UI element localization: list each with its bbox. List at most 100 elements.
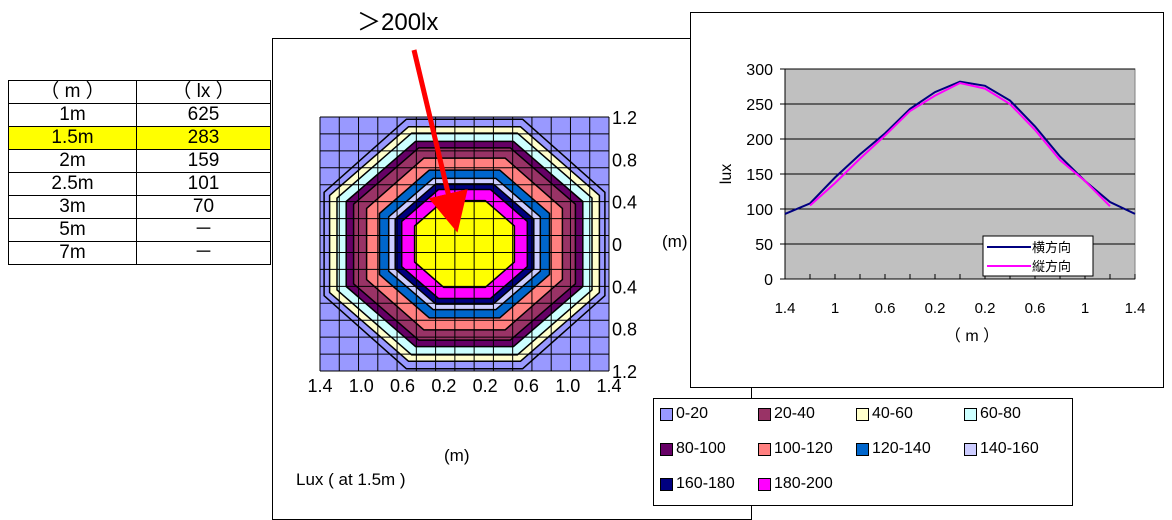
legend-label: 160-180 <box>676 475 735 492</box>
legend-label: 100-120 <box>774 440 833 457</box>
line-y-tick: 50 <box>755 237 773 254</box>
annotation-label: ＞200lx <box>357 9 439 36</box>
line-x-tick: 1 <box>831 300 839 317</box>
legend-item: 20-40 <box>758 405 815 423</box>
cell-lux: 70 <box>136 195 271 219</box>
table-row: 5m － <box>8 218 271 242</box>
legend-label: 120-140 <box>872 440 931 457</box>
contour-x-tick: 1.0 <box>555 376 580 396</box>
contour-x-tick: 1.0 <box>349 376 374 396</box>
legend-swatch <box>856 442 869 456</box>
line-legend-label: 縦方向 <box>1032 259 1071 275</box>
contour-x-tick: 0.2 <box>431 376 456 396</box>
cell-distance: 1.5m <box>8 126 137 150</box>
contour-y-tick: 0.8 <box>612 320 637 340</box>
contour-y-tick: 0 <box>612 235 622 255</box>
cell-distance: 1m <box>8 103 137 127</box>
cell-lux: － <box>136 241 271 265</box>
cell-distance: 2.5m <box>8 172 137 196</box>
legend-swatch <box>660 477 673 491</box>
contour-chart: 1.20.80.400.40.81.21.4 1.0 0.6 0.2 0.2 0.6 1.0… <box>307 108 637 396</box>
line-x-tick: 0.6 <box>1025 300 1046 317</box>
legend-label: 0-20 <box>676 405 709 422</box>
line-x-tick: 0.2 <box>925 300 946 317</box>
legend-swatch <box>660 442 673 456</box>
cell-distance: 3m <box>8 195 137 219</box>
contour-y-tick: 0.8 <box>612 150 637 170</box>
line-series-縦方向 <box>809 81 1111 207</box>
cell-distance: 2m <box>8 149 137 173</box>
cell-distance: 5m <box>8 218 137 242</box>
legend-label: 180-200 <box>774 475 833 492</box>
line-x-tick: 1.4 <box>775 300 796 317</box>
legend-swatch <box>758 407 771 421</box>
legend-item: 60-80 <box>964 405 1021 423</box>
contour-y-unit: (m) <box>662 232 688 251</box>
legend-swatch <box>964 442 977 456</box>
line-y-tick: 300 <box>746 62 773 79</box>
line-legend-label: 横方向 <box>1032 240 1071 256</box>
legend-label: 140-160 <box>980 440 1039 457</box>
line-y-tick: 200 <box>746 132 773 149</box>
legend-swatch <box>758 442 771 456</box>
cell-lux: － <box>136 218 271 242</box>
line-y-tick: 0 <box>764 272 773 289</box>
table-row: 2.5m 101 <box>8 172 271 196</box>
cell-lux: 625 <box>136 103 271 127</box>
legend-swatch <box>660 407 673 421</box>
legend-item: 40-60 <box>856 405 913 423</box>
cell-lux: 159 <box>136 149 271 173</box>
legend-swatch <box>964 407 977 421</box>
contour-x-tick: 1.4 <box>307 376 332 396</box>
line-x-tick: 0.6 <box>875 300 896 317</box>
line-x-label: （ m ） <box>945 327 999 345</box>
contour-title: Lux ( at 1.5m ) <box>296 470 406 489</box>
legend-swatch <box>758 477 771 491</box>
legend-label: 80-100 <box>676 440 726 457</box>
legend-label: 60-80 <box>980 405 1021 422</box>
legend-item: 140-160 <box>964 440 1039 458</box>
line-y-tick: 250 <box>746 97 773 114</box>
line-y-tick: 100 <box>746 202 773 219</box>
cell-lux: 101 <box>136 172 271 196</box>
contour-y-tick: 0.4 <box>612 193 637 213</box>
table-row: 7m － <box>8 241 271 265</box>
legend-label: 20-40 <box>774 405 815 422</box>
contour-x-tick: 0.6 <box>390 376 415 396</box>
header-distance: （ m ） <box>8 80 137 104</box>
contour-grid <box>319 116 610 372</box>
legend-item: 0-20 <box>660 405 708 423</box>
line-x-tick: 1 <box>1081 300 1089 317</box>
legend-item: 180-200 <box>758 475 833 493</box>
cell-lux: 283 <box>136 126 271 150</box>
table-header-row: （ m ）（ lx ） <box>8 80 271 104</box>
contour-y-tick: 1.2 <box>612 108 637 128</box>
contour-x-tick: 0.6 <box>514 376 539 396</box>
contour-y-tick: 0.4 <box>612 277 637 297</box>
legend-item: 120-140 <box>856 440 931 458</box>
legend-swatch <box>856 407 869 421</box>
table-row: 2m 159 <box>8 149 271 173</box>
line-y-label: lux <box>718 164 735 184</box>
line-x-tick: 0.2 <box>975 300 996 317</box>
legend-label: 40-60 <box>872 405 913 422</box>
contour-x-tick: 0.2 <box>473 376 498 396</box>
lux-table: （ m ）（ lx ） 1m 625 1.5m 283 2m 159 2.5m 101 3m 70 5… <box>8 80 271 265</box>
contour-x-tick: 1.4 <box>596 376 621 396</box>
cell-distance: 7m <box>8 241 137 265</box>
legend-item: 80-100 <box>660 440 726 458</box>
line-chart: 0 50 100 150 200 250 300 1.4 1 0.6 0.2 0.2 0.6 1 1.4 lu… <box>718 62 1146 345</box>
line-x-tick: 1.4 <box>1125 300 1146 317</box>
contour-legend: 0-20 20-40 40-60 60-80 80-100 100-120 120-140 1… <box>653 398 1073 506</box>
contour-y-tick: 1.2 <box>612 362 637 382</box>
annotation-arrow <box>411 49 468 233</box>
table-row: 1m 625 <box>8 103 271 127</box>
header-lux: （ lx ） <box>136 80 271 104</box>
legend-item: 100-120 <box>758 440 833 458</box>
contour-x-unit: (m) <box>444 446 470 465</box>
table-row: 3m 70 <box>8 195 271 219</box>
line-y-tick: 150 <box>746 167 773 184</box>
legend-item: 160-180 <box>660 475 735 493</box>
table-row: 1.5m 283 <box>8 126 271 150</box>
